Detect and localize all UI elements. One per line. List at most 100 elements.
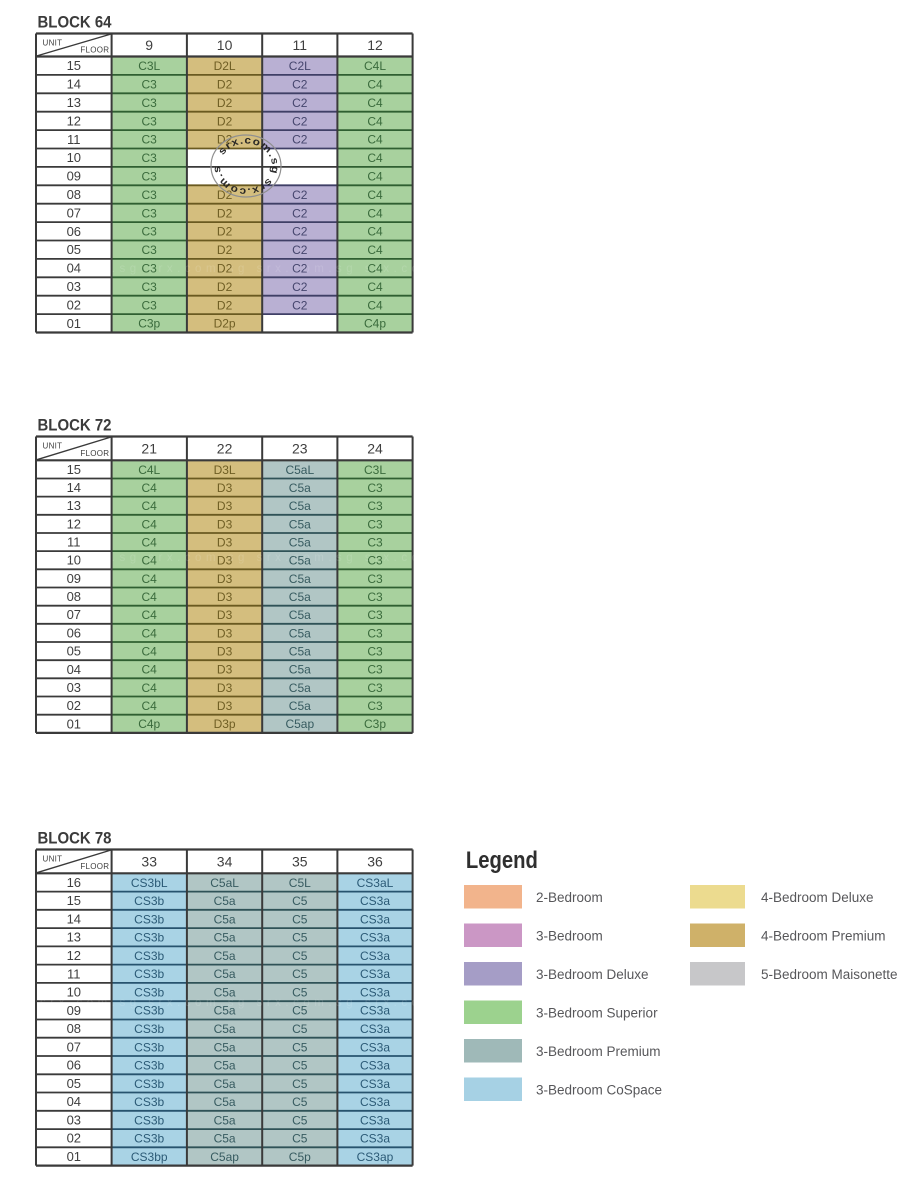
svg-text:C5: C5 xyxy=(292,986,308,1000)
svg-text:C4p: C4p xyxy=(138,717,160,731)
svg-text:C5a: C5a xyxy=(289,481,311,495)
svg-text:C5ap: C5ap xyxy=(285,717,314,731)
svg-text:C3: C3 xyxy=(367,608,383,622)
svg-text:4-Bedroom Premium: 4-Bedroom Premium xyxy=(761,929,886,944)
svg-text:15: 15 xyxy=(67,893,81,908)
svg-text:D3: D3 xyxy=(217,645,233,659)
svg-text:02: 02 xyxy=(67,698,81,713)
svg-text:C5aL: C5aL xyxy=(210,876,239,890)
svg-text:C3: C3 xyxy=(142,96,158,110)
svg-text:C2: C2 xyxy=(292,114,308,128)
svg-text:C5a: C5a xyxy=(289,608,311,622)
svg-text:09: 09 xyxy=(67,169,81,184)
svg-text:C5: C5 xyxy=(292,1059,308,1073)
svg-text:D2L: D2L xyxy=(214,59,236,73)
svg-text:11: 11 xyxy=(293,37,308,53)
svg-text:10: 10 xyxy=(67,553,81,568)
svg-text:10: 10 xyxy=(67,150,81,165)
svg-text:C3: C3 xyxy=(367,499,383,513)
svg-text:D3: D3 xyxy=(217,481,233,495)
svg-text:21: 21 xyxy=(141,440,157,456)
svg-text:CS3b: CS3b xyxy=(134,912,164,926)
svg-text:11: 11 xyxy=(67,132,81,147)
svg-text:srx.com.sg srx.com.sg srx.com.: srx.com.sg srx.com.sg srx.com.sg srx.com… xyxy=(40,552,465,564)
svg-text:C4: C4 xyxy=(367,151,383,165)
svg-text:C5p: C5p xyxy=(289,1150,311,1164)
svg-text:01: 01 xyxy=(67,716,81,731)
svg-text:3-Bedroom: 3-Bedroom xyxy=(536,929,603,944)
svg-text:BLOCK 64: BLOCK 64 xyxy=(38,14,113,32)
svg-text:C5a: C5a xyxy=(214,1040,236,1054)
svg-text:D3: D3 xyxy=(217,499,233,513)
svg-text:BLOCK 78: BLOCK 78 xyxy=(38,830,112,848)
svg-text:D3: D3 xyxy=(217,681,233,695)
svg-text:C4: C4 xyxy=(142,699,158,713)
svg-text:D2: D2 xyxy=(217,243,233,257)
svg-text:CS3b: CS3b xyxy=(134,894,164,908)
svg-text:C2: C2 xyxy=(292,206,308,220)
svg-text:C5a: C5a xyxy=(214,1095,236,1109)
svg-text:C2: C2 xyxy=(292,298,308,312)
svg-text:C4L: C4L xyxy=(138,463,160,477)
svg-text:C3: C3 xyxy=(142,206,158,220)
svg-text:03: 03 xyxy=(67,1112,81,1127)
svg-text:C4: C4 xyxy=(367,170,383,184)
svg-text:CS3a: CS3a xyxy=(360,1040,390,1054)
svg-text:07: 07 xyxy=(67,1039,81,1054)
svg-text:C5: C5 xyxy=(292,1040,308,1054)
svg-text:C3: C3 xyxy=(367,590,383,604)
svg-text:04: 04 xyxy=(67,662,81,677)
svg-text:24: 24 xyxy=(367,440,383,456)
svg-text:C2: C2 xyxy=(292,280,308,294)
svg-text:C4: C4 xyxy=(142,517,158,531)
svg-text:C5: C5 xyxy=(292,1077,308,1091)
svg-text:UNIT: UNIT xyxy=(43,442,63,451)
svg-text:C4: C4 xyxy=(142,499,158,513)
svg-text:CS3a: CS3a xyxy=(360,1095,390,1109)
svg-text:C5L: C5L xyxy=(289,876,311,890)
svg-text:C4: C4 xyxy=(142,536,158,550)
svg-text:3-Bedroom Superior: 3-Bedroom Superior xyxy=(536,1006,658,1021)
svg-text:C5a: C5a xyxy=(289,517,311,531)
svg-text:5-Bedroom Maisonette: 5-Bedroom Maisonette xyxy=(761,967,898,982)
svg-text:C2: C2 xyxy=(292,188,308,202)
svg-text:06: 06 xyxy=(67,224,81,239)
svg-text:CS3a: CS3a xyxy=(360,1132,390,1146)
svg-text:06: 06 xyxy=(67,625,81,640)
svg-text:C2: C2 xyxy=(292,262,308,276)
svg-text:CS3b: CS3b xyxy=(134,1113,164,1127)
svg-text:D3p: D3p xyxy=(214,717,236,731)
svg-text:C5a: C5a xyxy=(214,1113,236,1127)
svg-text:3-Bedroom Premium: 3-Bedroom Premium xyxy=(536,1044,661,1059)
svg-text:34: 34 xyxy=(217,853,233,869)
svg-text:07: 07 xyxy=(67,607,81,622)
svg-text:14: 14 xyxy=(67,480,81,495)
svg-text:C3: C3 xyxy=(142,78,158,92)
svg-text:C3: C3 xyxy=(142,225,158,239)
svg-text:C5a: C5a xyxy=(214,894,236,908)
svg-text:15: 15 xyxy=(67,58,81,73)
svg-text:D3L: D3L xyxy=(214,463,236,477)
svg-text:4-Bedroom Deluxe: 4-Bedroom Deluxe xyxy=(761,890,874,905)
svg-text:C2L: C2L xyxy=(289,59,311,73)
svg-text:C2: C2 xyxy=(292,78,308,92)
svg-text:C5a: C5a xyxy=(214,1077,236,1091)
svg-text:05: 05 xyxy=(67,644,81,659)
svg-text:C4: C4 xyxy=(367,225,383,239)
svg-text:D3: D3 xyxy=(217,699,233,713)
svg-text:CS3a: CS3a xyxy=(360,1059,390,1073)
svg-text:C3: C3 xyxy=(142,170,158,184)
svg-text:CS3a: CS3a xyxy=(360,967,390,981)
svg-text:D3: D3 xyxy=(217,554,233,568)
svg-text:C5: C5 xyxy=(292,949,308,963)
svg-text:08: 08 xyxy=(67,1021,81,1036)
svg-text:10: 10 xyxy=(217,37,233,53)
svg-text:CS3b: CS3b xyxy=(134,986,164,1000)
svg-text:C5a: C5a xyxy=(214,1004,236,1018)
svg-text:FLOOR: FLOOR xyxy=(80,449,109,458)
svg-text:C5a: C5a xyxy=(289,554,311,568)
svg-text:C4: C4 xyxy=(142,626,158,640)
svg-text:C3: C3 xyxy=(367,626,383,640)
svg-text:C2: C2 xyxy=(292,243,308,257)
svg-text:C4: C4 xyxy=(142,572,158,586)
